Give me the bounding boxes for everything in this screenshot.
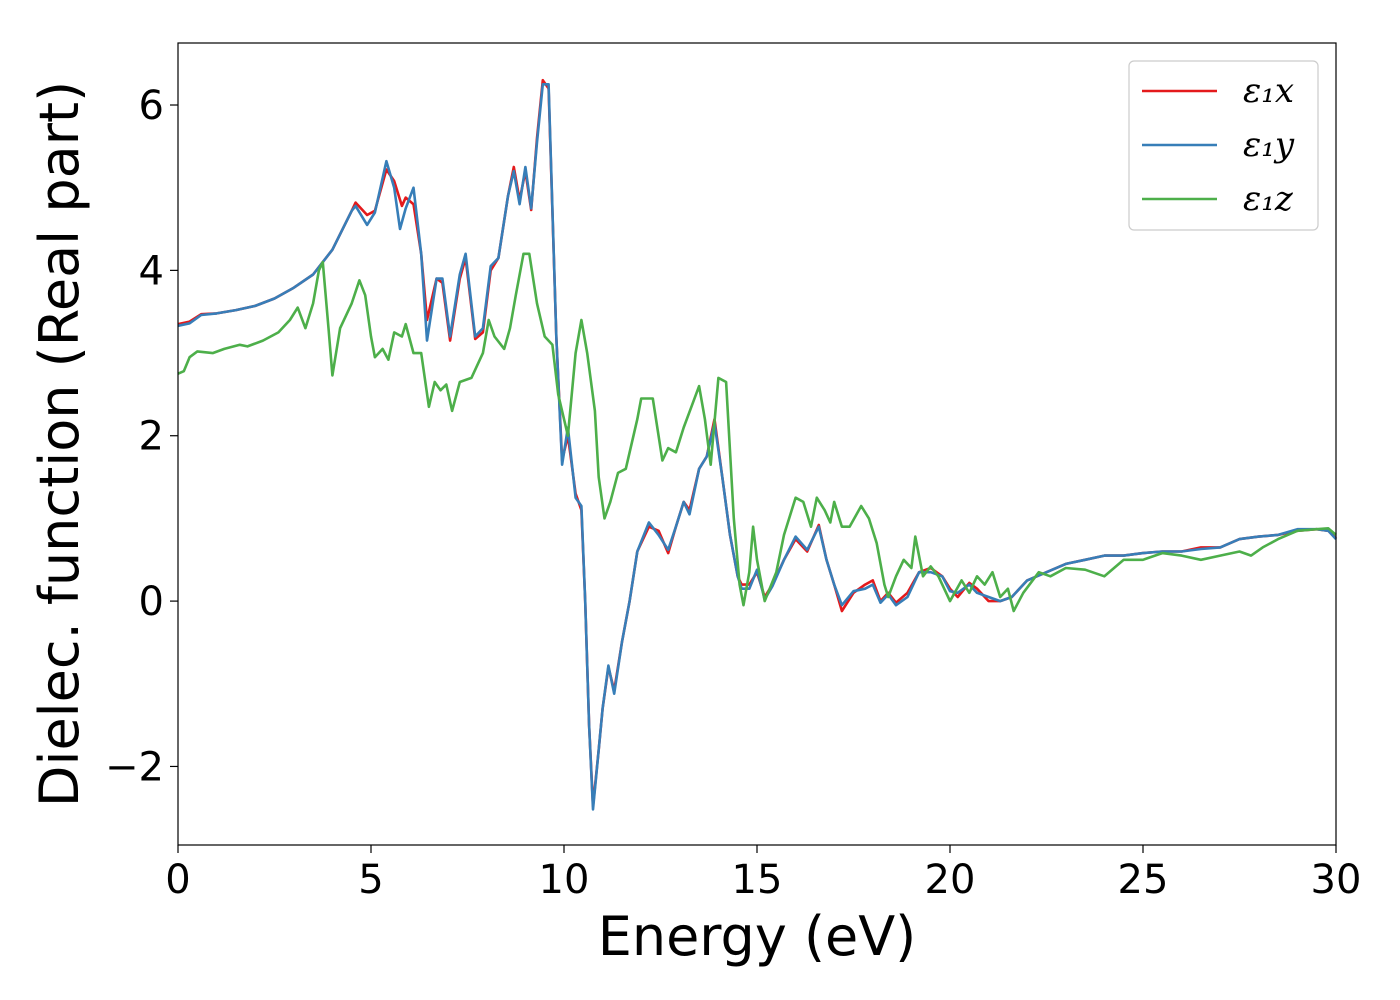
x-axis: 0 5 10 15 20 25 30 <box>165 845 1361 903</box>
y-tick-label: 4 <box>139 248 164 294</box>
series-line-3 <box>177 252 1337 613</box>
y-tick-label: −2 <box>105 744 164 790</box>
x-tick-label: 15 <box>732 857 783 903</box>
x-tick-label: 30 <box>1311 857 1362 903</box>
x-tick-label: 20 <box>925 857 976 903</box>
y-tick-label: 6 <box>139 83 164 129</box>
y-tick-label: 0 <box>139 579 164 625</box>
y-tick-label: 2 <box>139 414 164 460</box>
y-axis-title: Dielec. function (Real part) <box>28 81 91 807</box>
x-axis-title: Energy (eV) <box>598 905 917 968</box>
x-tick-label: 5 <box>358 857 383 903</box>
legend-label: ε₁x <box>1243 71 1294 111</box>
y-axis: −2 0 2 4 6 <box>105 83 178 790</box>
legend-label: ε₁y <box>1243 125 1295 165</box>
legend: ε₁x ε₁y ε₁z <box>1128 60 1319 231</box>
x-tick-label: 25 <box>1118 857 1169 903</box>
x-tick-label: 10 <box>539 857 590 903</box>
x-tick-label: 0 <box>165 857 190 903</box>
legend-label: ε₁z <box>1243 179 1294 219</box>
legend-box <box>1128 60 1319 231</box>
series-layer <box>177 78 1337 811</box>
series-line-2 <box>177 83 1337 811</box>
